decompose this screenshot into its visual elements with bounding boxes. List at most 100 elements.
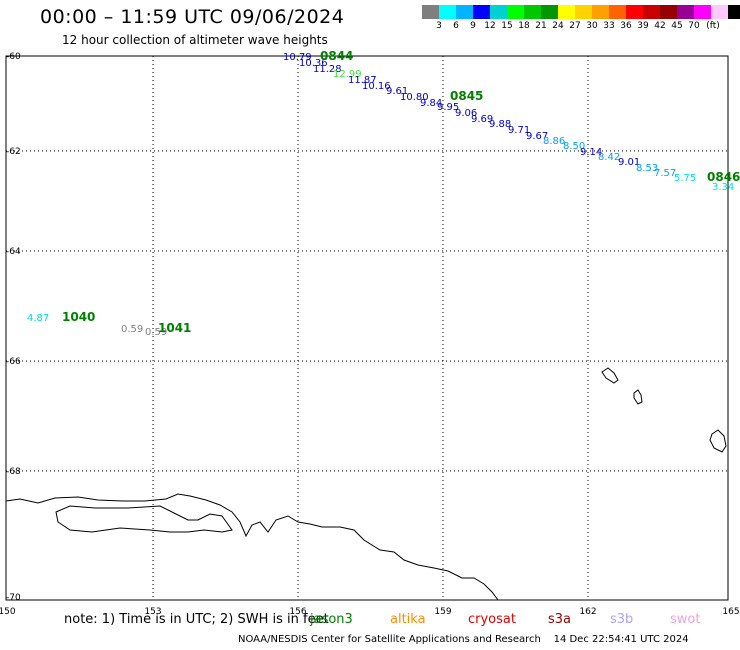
y-tick-label: -68 [6, 467, 21, 477]
color-swatch [711, 5, 728, 19]
color-legend-label: 33 [603, 21, 615, 31]
color-swatch [490, 5, 507, 19]
color-legend-label: 70 [688, 21, 700, 31]
wave-height-value: 8.50 [563, 141, 585, 152]
pass-time-label: 0846 [707, 170, 740, 184]
color-swatch [643, 5, 660, 19]
wave-height-value: 9.88 [489, 119, 511, 130]
color-legend-label: 18 [518, 21, 530, 31]
color-legend-label: 36 [620, 21, 632, 31]
credit-text: NOAA/NESDIS Center for Satellite Applica… [238, 634, 541, 645]
x-tick-label: 153 [144, 607, 161, 617]
satellite-legend-item: s3b [610, 612, 634, 627]
footnote: note: 1) Time is in UTC; 2) SWH is in fe… [64, 612, 329, 627]
color-swatch [694, 5, 711, 19]
satellite-legend-item: swot [670, 612, 701, 627]
island [709, 429, 727, 453]
timestamp: 14 Dec 22:54:41 UTC 2024 [553, 634, 689, 645]
y-tick-label: -62 [6, 147, 21, 157]
color-swatch [677, 5, 694, 19]
color-legend-label: 21 [535, 21, 547, 31]
satellite-legend-item: s3a [548, 612, 572, 627]
color-swatch [592, 5, 609, 19]
pass-time-label: 0845 [450, 89, 483, 103]
color-legend-label: 15 [501, 21, 513, 31]
credit-line: NOAA/NESDIS Center for Satellite Applica… [238, 634, 689, 645]
x-tick-label: 150 [0, 607, 16, 617]
color-swatch [524, 5, 541, 19]
map-grid [6, 56, 728, 600]
wave-height-value: 9.84 [420, 98, 442, 109]
island [601, 367, 619, 384]
x-tick-label: 156 [289, 607, 306, 617]
wave-height-value: 9.67 [526, 131, 548, 142]
y-tick-label: -60 [6, 52, 21, 62]
color-legend-bar [422, 5, 740, 19]
color-legend-labels: 3 6 9 12 15 18 21 24 27 30 33 36 39 42 45 70 (ft) [422, 21, 740, 33]
wave-height-value: 10.80 [400, 92, 429, 103]
wave-height-value: 9.95 [437, 102, 459, 113]
pass-time-label: 1041 [158, 321, 191, 335]
color-legend-label: 27 [569, 21, 581, 31]
wave-height-value: 10.79 [283, 52, 312, 63]
map-frame [5, 55, 729, 601]
color-legend-label: 45 [671, 21, 683, 31]
color-swatch [609, 5, 626, 19]
color-swatch [558, 5, 575, 19]
wave-height-value: 0.59 [121, 324, 143, 335]
color-legend-label: 6 [453, 21, 459, 31]
wave-height-value: 9.71 [508, 125, 530, 136]
color-legend-label: 12 [484, 21, 496, 31]
x-tick-label: 162 [579, 607, 596, 617]
wave-height-value: 3.34 [712, 182, 734, 193]
axis-labels: 150 153 156 159 162 165 -60 -62 -64 -66 … [0, 52, 740, 617]
color-swatch [728, 5, 740, 19]
satellite-legend-item: cryosat [468, 612, 516, 627]
y-tick-label: -66 [6, 357, 21, 367]
wave-height-value: 12.99 [333, 69, 362, 80]
color-swatch [439, 5, 456, 19]
wave-height-labels: 10.7910.3611.2812.9911.8710.169.6110.809… [27, 52, 734, 338]
satellite-legend-item: jason3 [310, 612, 353, 627]
map-subtitle: 12 hour collection of altimeter wave hei… [62, 33, 328, 47]
wave-height-value: 11.87 [348, 75, 377, 86]
color-swatch [422, 5, 439, 19]
wave-height-value: 10.16 [362, 81, 391, 92]
wave-height-value: 9.69 [471, 114, 493, 125]
color-legend-label: 30 [586, 21, 598, 31]
y-tick-label: -64 [6, 247, 21, 257]
color-swatch [541, 5, 558, 19]
wave-height-value: 9.61 [386, 86, 408, 97]
wave-height-value: 4.87 [27, 313, 49, 324]
color-legend-label: 42 [654, 21, 666, 31]
wave-height-value: 11.28 [313, 64, 342, 75]
wave-height-value: 8.42 [598, 152, 620, 163]
wave-height-value: 10.36 [299, 58, 328, 69]
wave-height-value: 5.75 [674, 173, 696, 184]
island [633, 389, 643, 405]
color-legend-label: 24 [552, 21, 564, 31]
x-tick-label: 165 [722, 607, 739, 617]
color-legend-label: 3 [436, 21, 442, 31]
wave-height-value: 9.14 [580, 147, 602, 158]
color-swatch [660, 5, 677, 19]
coastline-inlet [55, 505, 233, 533]
y-tick-label: -70 [6, 593, 21, 603]
wave-height-value: 8.53 [636, 163, 658, 174]
color-legend-label: 39 [637, 21, 649, 31]
satellite-legend-item: altika [390, 612, 426, 627]
map-title: 00:00 – 11:59 UTC 09/06/2024 [40, 6, 345, 28]
color-swatch [473, 5, 490, 19]
wave-height-value: 9.06 [455, 108, 477, 119]
color-legend-label: 9 [470, 21, 476, 31]
wave-height-value: 9.01 [618, 157, 640, 168]
wave-height-value: 8.86 [543, 136, 565, 147]
color-swatch [507, 5, 524, 19]
color-swatch [575, 5, 592, 19]
wave-height-value: 7.57 [654, 168, 676, 179]
color-legend-unit: (ft) [706, 21, 720, 31]
color-swatch [456, 5, 473, 19]
pass-time-labels: 0844 0845 0846 1040 1041 [62, 49, 740, 335]
pass-time-label: 0844 [320, 49, 353, 63]
